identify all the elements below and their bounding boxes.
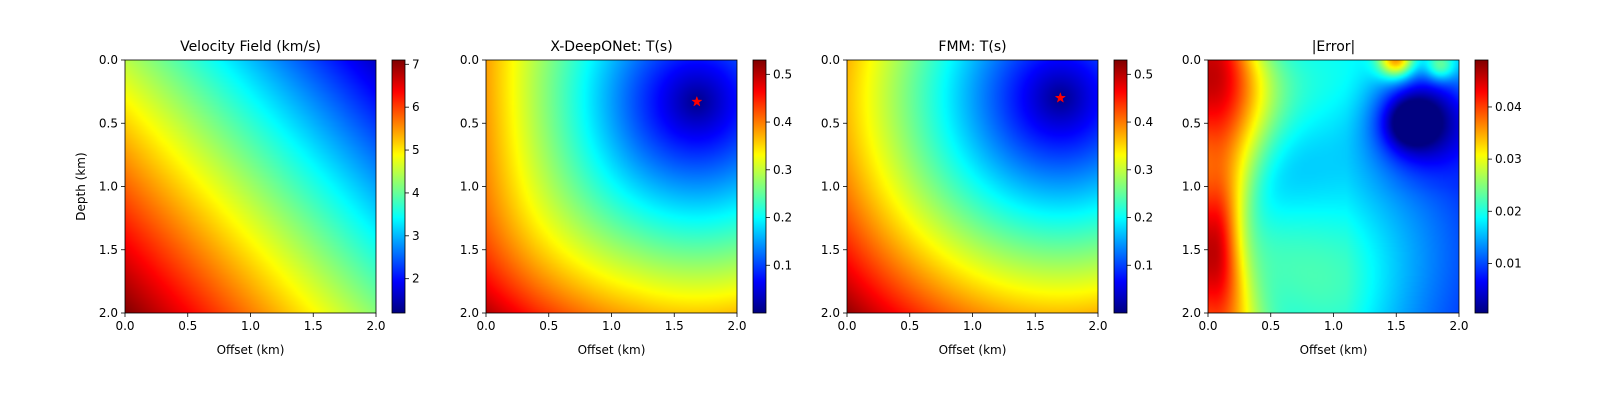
colorbar-gradient — [1114, 60, 1127, 313]
chart-title: |Error| — [1312, 39, 1356, 55]
chart-panel-4: |Error|0.0 0.5 1.0 1.5 2.00.00.51.01.52.0Off… — [1182, 39, 1522, 357]
colorbar-tick-label: 0.02 — [1495, 204, 1522, 218]
colorbar-gradient — [753, 60, 766, 313]
x-tick-label: 1.0 — [241, 319, 260, 333]
y-tick-label: 0.5 — [99, 116, 118, 130]
y-tick-label: 1.5 — [460, 243, 479, 257]
colorbar-tick-label: 0.2 — [773, 211, 792, 225]
x-tick-label: 0.5 — [178, 319, 197, 333]
colorbar-frame — [1474, 59, 1489, 314]
y-tick-label: 2.0 — [1182, 306, 1201, 320]
y-tick-label: 0.5 — [1182, 116, 1201, 130]
x-tick-label: 2.0 — [727, 319, 746, 333]
x-tick-label: 2.0 — [366, 319, 385, 333]
y-tick-label: 0.0 — [460, 53, 479, 67]
colorbar-tick-label: 0.04 — [1495, 100, 1522, 114]
source-star-marker — [1054, 91, 1067, 103]
colorbar-tick-label: 4 — [412, 186, 420, 200]
y-tick-label: 2.0 — [99, 306, 118, 320]
colorbar-tick-label: 0.4 — [1134, 115, 1153, 129]
source-star-marker — [691, 95, 703, 107]
y-tick-label: 1.5 — [821, 243, 840, 257]
colorbar-gradient — [1475, 60, 1488, 313]
heatmap-image — [847, 60, 1098, 313]
y-tick-label: 1.0 — [99, 180, 118, 194]
x-axis-label: Offset (km) — [939, 343, 1007, 357]
colorbar-tick-label: 0.2 — [1134, 211, 1153, 225]
y-tick-label: 1.0 — [821, 180, 840, 194]
colorbar-gradient — [392, 60, 405, 313]
x-tick-label: 1.0 — [1324, 319, 1343, 333]
colorbar-tick-label: 2 — [412, 272, 420, 286]
x-tick-label: 0.5 — [1261, 319, 1280, 333]
x-tick-label: 1.5 — [1026, 319, 1045, 333]
x-tick-label: 1.5 — [304, 319, 323, 333]
colorbar-tick-label: 0.03 — [1495, 152, 1522, 166]
y-tick-label: 0.5 — [460, 116, 479, 130]
y-tick-label: 0.5 — [821, 116, 840, 130]
x-tick-label: 1.5 — [665, 319, 684, 333]
heatmap-image — [125, 60, 376, 313]
y-tick-label: 0.0 — [1182, 53, 1201, 67]
chart-title: Velocity Field (km/s) — [180, 39, 321, 55]
y-tick-label: 1.0 — [460, 180, 479, 194]
x-tick-label: 0.5 — [539, 319, 558, 333]
y-tick-label: 0.0 — [99, 53, 118, 67]
colorbar-tick-label: 7 — [412, 57, 420, 71]
colorbar-tick-label: 0.3 — [1134, 163, 1153, 177]
y-tick-label: 2.0 — [460, 306, 479, 320]
x-tick-label: 2.0 — [1088, 319, 1107, 333]
chart-panel-2: X-DeepONet: T(s)0.0 0.5 1.0 1.5 2.00.00.51.0… — [460, 39, 792, 357]
x-tick-label: 1.0 — [602, 319, 621, 333]
colorbar-tick-label: 0.1 — [1134, 258, 1153, 272]
y-axis-label: Depth (km) — [74, 152, 88, 220]
x-tick-label: 1.5 — [1387, 319, 1406, 333]
chart-panel-3: FMM: T(s)0.0 0.5 1.0 1.5 2.00.00.51.01.52.0O… — [821, 39, 1153, 357]
y-tick-label: 1.0 — [1182, 180, 1201, 194]
colorbar-frame — [1113, 59, 1128, 314]
x-tick-label: 0.0 — [1198, 319, 1217, 333]
x-axis-label: Offset (km) — [1300, 343, 1368, 357]
x-tick-label: 0.0 — [476, 319, 495, 333]
y-tick-label: 2.0 — [821, 306, 840, 320]
x-axis-label: Offset (km) — [217, 343, 285, 357]
y-tick-label: 0.0 — [821, 53, 840, 67]
colorbar-frame — [391, 59, 406, 314]
x-tick-label: 0.0 — [837, 319, 856, 333]
colorbar-tick-label: 5 — [412, 143, 420, 157]
x-tick-label: 0.0 — [115, 319, 134, 333]
colorbar-tick-label: 3 — [412, 229, 420, 243]
x-tick-label: 0.5 — [900, 319, 919, 333]
chart-panel-1: Velocity Field (km/s)0.0 0.5 1.0 1.5 2.00.00… — [74, 39, 420, 357]
x-tick-label: 1.0 — [963, 319, 982, 333]
colorbar-tick-label: 0.4 — [773, 115, 792, 129]
y-tick-label: 1.5 — [99, 243, 118, 257]
colorbar-frame — [752, 59, 767, 314]
colorbar-tick-label: 0.5 — [1134, 67, 1153, 81]
colorbar-tick-label: 6 — [412, 100, 420, 114]
y-tick-label: 1.5 — [1182, 243, 1201, 257]
colorbar-tick-label: 0.01 — [1495, 256, 1522, 270]
colorbar-tick-label: 0.5 — [773, 67, 792, 81]
chart-title: X-DeepONet: T(s) — [550, 39, 672, 55]
x-axis-label: Offset (km) — [578, 343, 646, 357]
heatmap-image — [486, 60, 737, 313]
chart-title: FMM: T(s) — [938, 39, 1006, 55]
x-tick-label: 2.0 — [1449, 319, 1468, 333]
colorbar-tick-label: 0.1 — [773, 258, 792, 272]
heatmap-image — [1208, 60, 1459, 313]
colorbar-tick-label: 0.3 — [773, 163, 792, 177]
